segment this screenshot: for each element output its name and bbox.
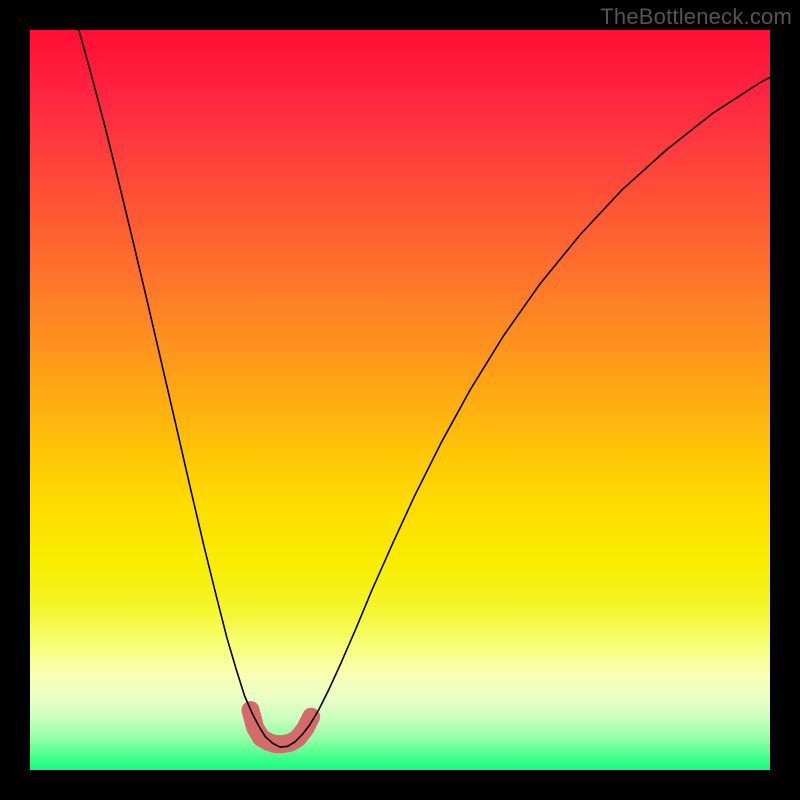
plot-area <box>30 30 770 770</box>
chart-frame: TheBottleneck.com <box>0 0 800 800</box>
plot-svg <box>30 30 770 770</box>
watermark-text: TheBottleneck.com <box>600 4 792 30</box>
gradient-background <box>30 30 770 770</box>
